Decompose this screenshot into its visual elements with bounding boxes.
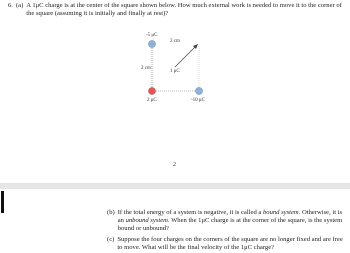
- term: bound system: [262, 209, 299, 216]
- charge: [195, 87, 203, 95]
- page-break: [0, 183, 350, 189]
- text: . When the 1μC charge is at the corner o…: [117, 217, 343, 233]
- part-label: (b): [107, 209, 115, 216]
- arrow: [174, 45, 197, 68]
- charge-label: 1 μC: [170, 69, 180, 74]
- text: If the total energy of a system is negat…: [117, 209, 263, 216]
- charge-label: 2 μC: [147, 98, 157, 103]
- part-b: (b) If the total energy of a system is n…: [107, 209, 345, 234]
- part-label: (a): [15, 2, 24, 9]
- charge: [148, 87, 156, 95]
- text: . Otherwise, it is an: [117, 209, 343, 225]
- part-label: (c): [107, 236, 115, 243]
- part-c: (c) Suppose the four charges on the corn…: [107, 236, 345, 252]
- arrow-head: [193, 44, 198, 49]
- question-text: If the total energy of a system is negat…: [118, 209, 345, 234]
- question-text: Suppose the four charges on the corners …: [117, 236, 343, 252]
- dimension-label: 2 cm: [141, 66, 151, 71]
- charge-label: -5 μC: [146, 33, 158, 38]
- question-text: A 1μC charge is at the center of the squ…: [26, 2, 342, 18]
- dimension-label: 2 cm: [170, 39, 180, 44]
- charge: [148, 40, 156, 48]
- charge-label: -10 μC: [191, 98, 206, 103]
- term: unbound system: [125, 217, 168, 225]
- problem-number: 6.: [8, 2, 13, 9]
- page-number: 2: [173, 162, 176, 168]
- margin-mark: [1, 191, 4, 213]
- part-a: 6. (a) A 1μC charge is at the center of …: [8, 2, 342, 18]
